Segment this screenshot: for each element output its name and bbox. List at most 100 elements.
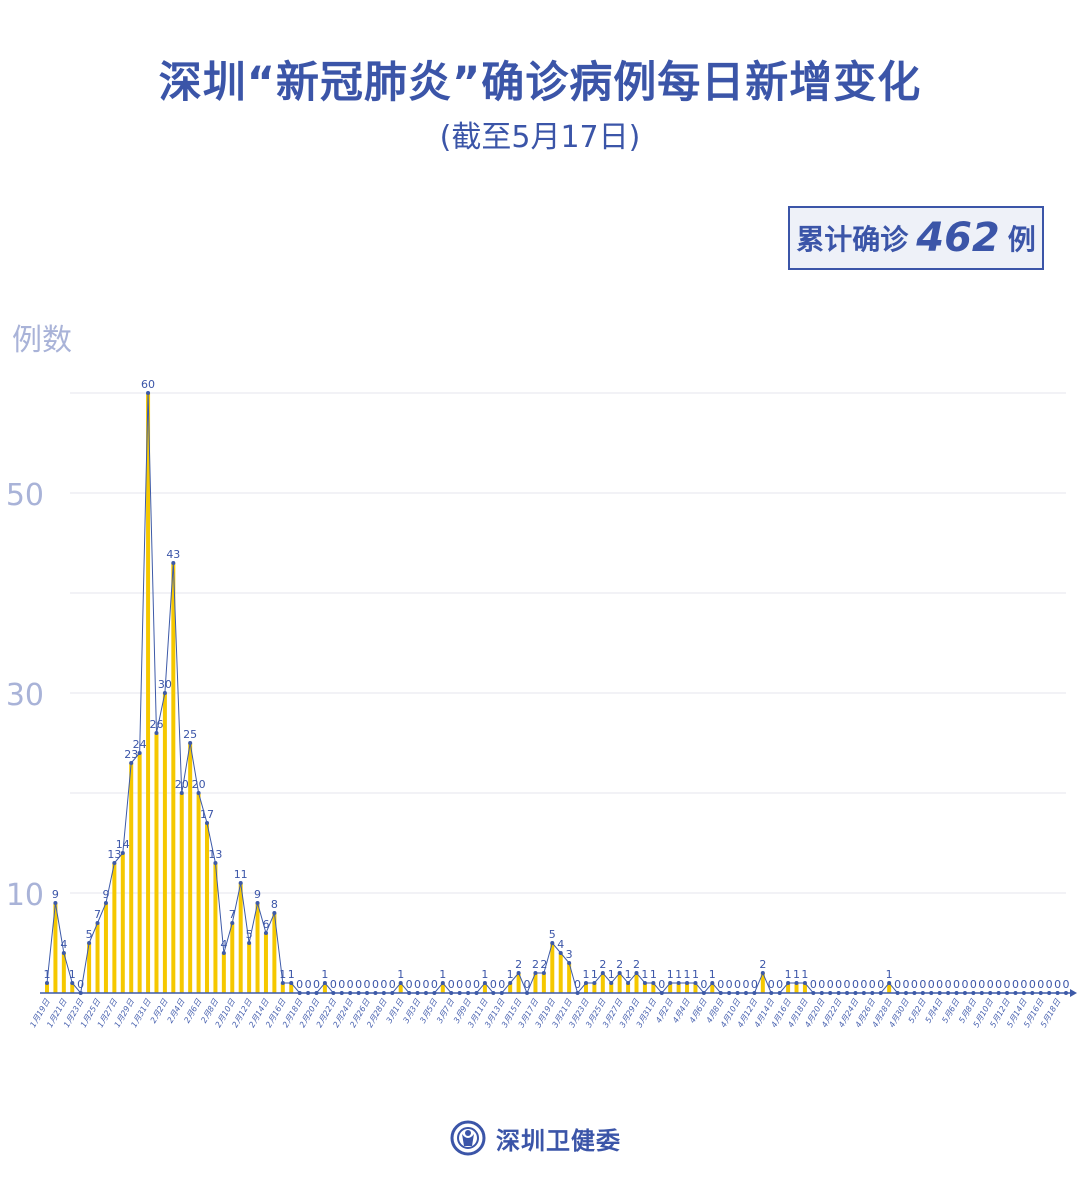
bar [693,983,698,993]
data-label: 2 [515,958,522,971]
data-point [508,981,513,985]
data-label: 0 [431,978,438,991]
bar [289,983,294,993]
data-point [988,991,993,995]
data-label: 0 [1046,978,1053,991]
data-label: 13 [107,848,121,861]
data-point [668,981,673,985]
data-label: 7 [229,908,236,921]
data-point [701,991,706,995]
data-point [777,991,782,995]
data-point [440,981,445,985]
data-point [331,991,336,995]
data-point [1013,991,1018,995]
data-point [188,741,193,745]
bar [322,983,327,993]
data-point [297,991,302,995]
data-point [845,991,850,995]
data-label: 1 [785,968,792,981]
data-label: 0 [978,978,985,991]
chart-subtitle: (截至5月17日) [439,120,641,155]
data-point [263,931,268,935]
data-point [887,981,892,985]
data-point [937,991,942,995]
data-point [238,881,243,885]
bar [668,983,673,993]
y-tick-label: 50 [6,478,44,513]
bar [146,393,151,993]
data-point [137,751,142,755]
data-point [929,991,934,995]
bar [794,983,799,993]
data-point [626,981,631,985]
x-axis-arrow [1070,989,1077,997]
bar [558,953,563,993]
footer-org-name: 深圳卫健委 [496,1126,621,1155]
data-point [449,991,454,995]
data-label: 0 [987,978,994,991]
bar [238,883,243,993]
data-label: 60 [141,378,155,391]
data-point [247,941,252,945]
bar [87,943,92,993]
data-point [760,971,765,975]
data-point [600,971,605,975]
data-point [962,991,967,995]
data-point [365,991,370,995]
total-prefix: 累计确诊 [796,223,909,256]
data-point [836,991,841,995]
data-point [1064,991,1068,995]
data-point [120,851,125,855]
data-point [474,991,479,995]
data-point [710,981,715,985]
data-label: 0 [574,978,581,991]
data-label: 0 [936,978,943,991]
data-point [727,991,732,995]
bar [103,903,108,993]
data-label: 1 [801,968,808,981]
data-label: 7 [94,908,101,921]
data-point [550,941,555,945]
data-label: 1 [709,968,716,981]
data-point [213,861,218,865]
data-label: 1 [625,968,632,981]
bar [508,983,513,993]
data-point [322,981,327,985]
bar [188,743,193,993]
data-label: 4 [220,938,227,951]
data-point [659,991,664,995]
data-label: 0 [1012,978,1019,991]
data-label: 0 [894,978,901,991]
data-label: 13 [208,848,222,861]
data-label: 0 [970,978,977,991]
data-label: 0 [810,978,817,991]
data-point [272,911,277,915]
bar [154,733,159,993]
data-point [491,991,496,995]
data-label: 0 [860,978,867,991]
bar [272,913,277,993]
data-label: 1 [667,968,674,981]
data-label: 20 [175,778,189,791]
data-point [129,761,134,765]
data-label: 2 [599,958,606,971]
data-point [870,991,875,995]
data-point [979,991,984,995]
data-point [516,971,521,975]
bar [786,983,791,993]
data-point [794,981,799,985]
data-label: 2 [616,958,623,971]
data-label: 0 [844,978,851,991]
bar [196,793,201,993]
data-label: 9 [102,888,109,901]
data-point [179,791,184,795]
data-label: 1 [481,968,488,981]
data-point [205,821,210,825]
data-label: 0 [776,978,783,991]
data-label: 0 [77,978,84,991]
data-label: 1 [675,968,682,981]
data-label: 25 [183,728,197,741]
data-label: 1 [591,968,598,981]
data-point [407,991,412,995]
data-point [306,991,311,995]
